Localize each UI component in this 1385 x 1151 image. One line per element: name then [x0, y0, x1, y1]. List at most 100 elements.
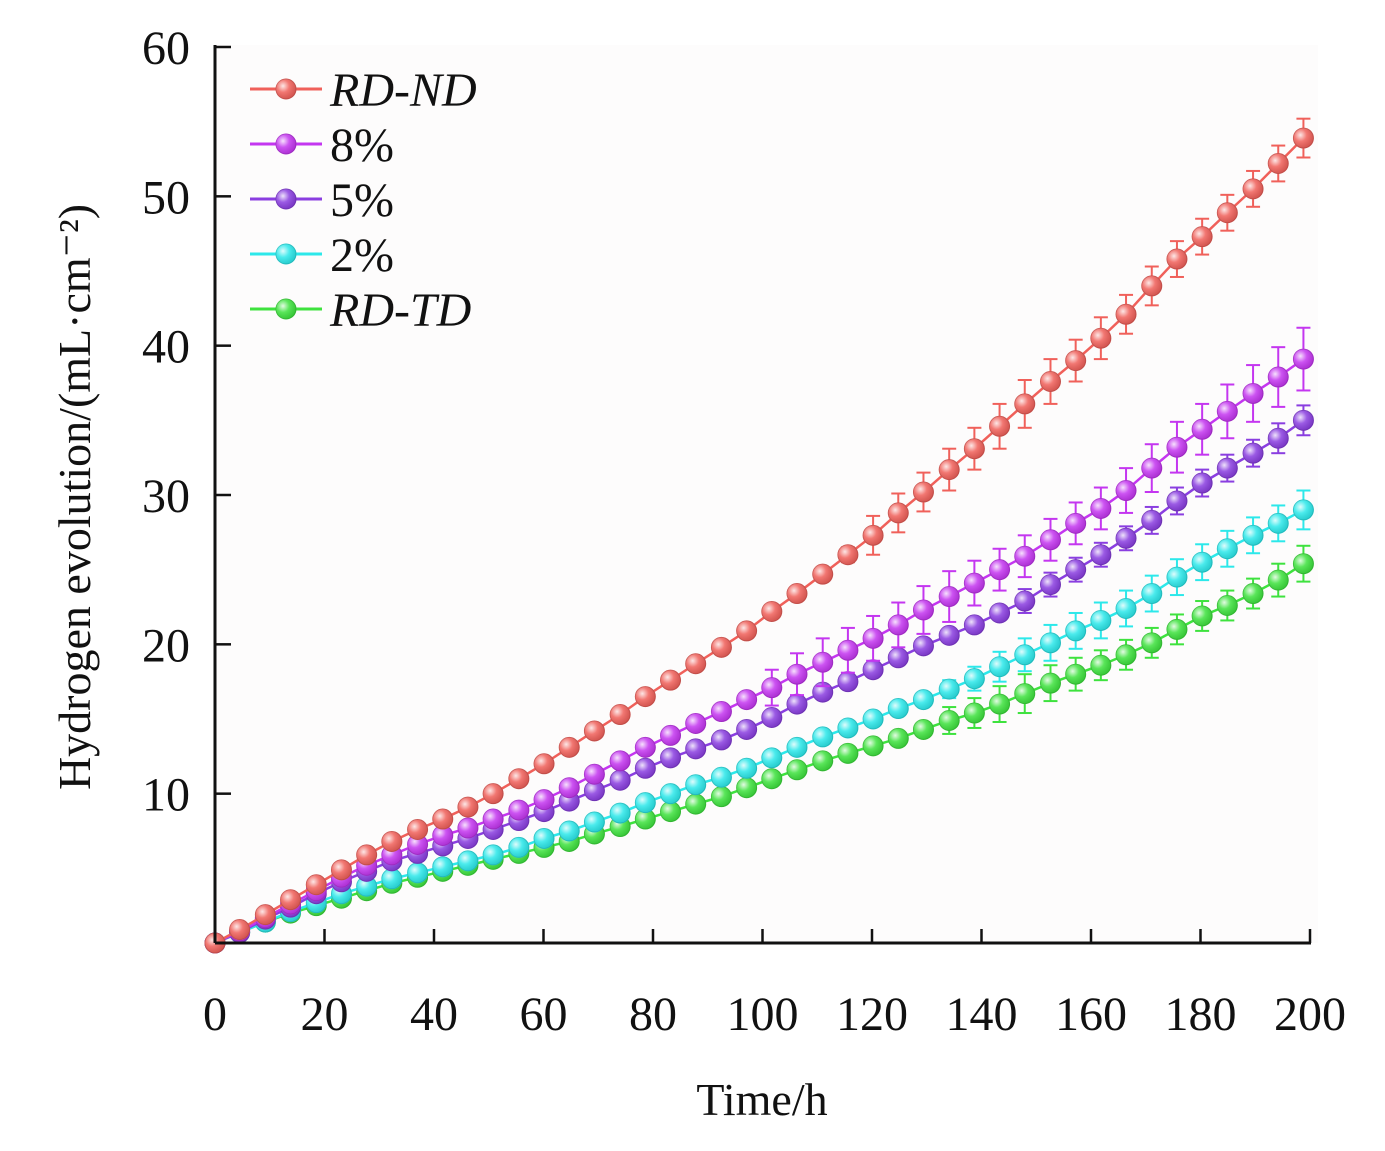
- data-point-shine: [229, 919, 250, 940]
- data-point-shine: [1014, 644, 1035, 665]
- data-point-shine: [483, 809, 504, 830]
- data-point-shine: [989, 559, 1010, 580]
- data-point-shine: [837, 544, 858, 565]
- data-point-shine: [635, 792, 656, 813]
- data-point-shine: [1040, 632, 1061, 653]
- data-point-shine: [660, 783, 681, 804]
- data-point-shine: [888, 698, 909, 719]
- data-point-shine: [711, 729, 732, 750]
- data-point-shine: [1166, 567, 1187, 588]
- x-tick-label: 60: [520, 988, 568, 1041]
- data-point-shine: [1040, 574, 1061, 595]
- data-point-shine: [1217, 202, 1238, 223]
- data-point-shine: [1217, 401, 1238, 422]
- data-point-shine: [584, 764, 605, 785]
- data-point-shine: [685, 774, 706, 795]
- data-point-shine: [508, 768, 529, 789]
- data-point-shine: [685, 653, 706, 674]
- data-point-shine: [711, 786, 732, 807]
- x-tick-label: 120: [836, 988, 908, 1041]
- data-point-shine: [888, 728, 909, 749]
- data-point-shine: [812, 564, 833, 585]
- data-point-shine: [1090, 655, 1111, 676]
- data-point-shine: [939, 586, 960, 607]
- data-point-shine: [660, 801, 681, 822]
- data-point-shine: [610, 750, 631, 771]
- data-point-shine: [508, 837, 529, 858]
- series-8%: [204, 326, 1314, 954]
- y-axis-title: Hydrogen evolution/(mL·cm⁻²): [49, 204, 100, 790]
- data-point-shine: [888, 502, 909, 523]
- data-point-shine: [534, 789, 555, 810]
- data-point-shine: [1192, 473, 1213, 494]
- data-point-shine: [1293, 349, 1314, 370]
- data-point-shine: [1141, 458, 1162, 479]
- data-point-shine: [1065, 620, 1086, 641]
- x-tick-label: 140: [946, 988, 1018, 1041]
- data-point-shine: [534, 828, 555, 849]
- data-point-shine: [863, 628, 884, 649]
- data-point-shine: [761, 747, 782, 768]
- data-point-shine: [457, 850, 478, 871]
- data-point-shine: [1243, 383, 1264, 404]
- x-tick-label: 160: [1055, 988, 1127, 1041]
- data-point-shine: [761, 707, 782, 728]
- y-tick-label: 10: [142, 769, 190, 822]
- data-point-shine: [1116, 644, 1137, 665]
- data-point-shine: [812, 652, 833, 673]
- data-point-shine: [1141, 510, 1162, 531]
- data-point-shine: [736, 620, 757, 641]
- data-point-shine: [407, 819, 428, 840]
- data-point-shine: [1166, 249, 1187, 270]
- data-point-shine: [1065, 559, 1086, 580]
- data-point-shine: [736, 758, 757, 779]
- data-point-shine: [1166, 490, 1187, 511]
- data-point-shine: [1192, 419, 1213, 440]
- data-point-shine: [786, 737, 807, 758]
- data-point-shine: [331, 859, 352, 880]
- data-point-shine: [483, 844, 504, 865]
- data-point-shine: [1166, 437, 1187, 458]
- data-point-shine: [837, 640, 858, 661]
- legend-label: 2%: [330, 229, 394, 282]
- data-point-shine: [584, 812, 605, 833]
- data-point-shine: [1166, 619, 1187, 640]
- data-point-shine: [1141, 632, 1162, 653]
- x-axis-title: Time/h: [696, 1074, 827, 1125]
- data-point-shine: [610, 704, 631, 725]
- data-point-shine: [1192, 605, 1213, 626]
- data-point-shine: [381, 831, 402, 852]
- data-point-shine: [939, 679, 960, 700]
- data-point-shine: [1014, 546, 1035, 567]
- data-point-shine: [660, 725, 681, 746]
- data-point-shine: [863, 735, 884, 756]
- legend-label: 8%: [330, 119, 394, 172]
- legend-label: RD-ND: [329, 64, 477, 117]
- x-tick-label: 0: [203, 988, 227, 1041]
- data-point-shine: [559, 821, 580, 841]
- data-point-shine: [1268, 570, 1289, 591]
- data-point-shine: [584, 780, 605, 801]
- data-point-shine: [685, 738, 706, 759]
- data-point-shine: [786, 694, 807, 715]
- legend-item: RD-TD: [250, 284, 471, 337]
- data-point-shine: [711, 701, 732, 722]
- data-point-shine: [1090, 328, 1111, 349]
- data-point-shine: [837, 671, 858, 692]
- legend-label: RD-TD: [329, 284, 471, 337]
- data-point-shine: [534, 753, 555, 774]
- data-point-shine: [1268, 513, 1289, 534]
- data-point-shine: [1065, 664, 1086, 685]
- data-point-shine: [280, 889, 301, 910]
- data-point-shine: [736, 719, 757, 740]
- data-point-shine: [939, 459, 960, 480]
- data-point-shine: [1293, 499, 1314, 520]
- data-point-shine: [989, 416, 1010, 437]
- data-point-shine: [786, 759, 807, 780]
- legend-item: 5%: [250, 174, 394, 227]
- data-point-shine: [964, 668, 985, 689]
- data-point-shine: [989, 656, 1010, 677]
- data-point-shine: [913, 599, 934, 620]
- y-tick-label: 50: [142, 171, 190, 224]
- legend-item: RD-ND: [250, 64, 477, 117]
